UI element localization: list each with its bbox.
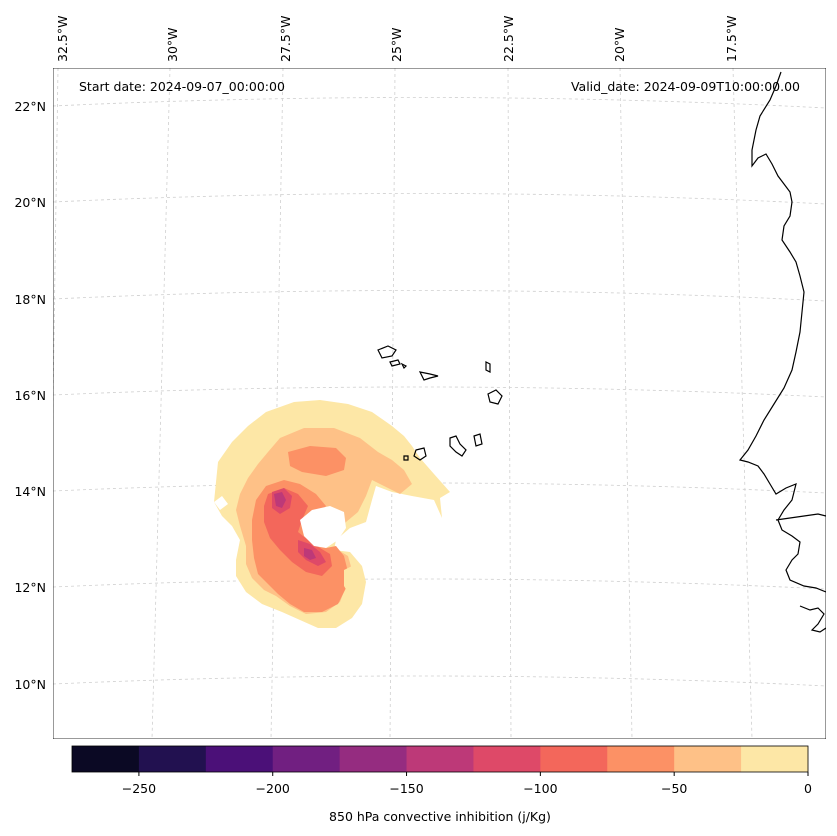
contour-125-to-150 [274, 492, 316, 560]
cape-verde-sal [485, 361, 491, 373]
contour-100-to-125 [272, 488, 326, 566]
colorbar-swatch [540, 746, 608, 772]
gridlines [53, 68, 826, 739]
cape-verde-maio [473, 433, 483, 447]
contour-notch [214, 496, 228, 510]
colorbar-swatch [674, 746, 742, 772]
cin-contours [214, 400, 450, 628]
cape-verde-sao-nicolau [418, 371, 439, 381]
colorbar-tick-label: −200 [256, 781, 290, 796]
lon-line-17-5w [732, 68, 753, 739]
colorbar-tick-label: −250 [122, 781, 156, 796]
colorbar-swatch [339, 746, 408, 772]
cape-verde-sao-vicente [389, 359, 401, 367]
cape-verde-santiago [449, 435, 467, 457]
colorbar-tick-label: −100 [523, 781, 557, 796]
latitude-labels: 22°N 20°N 18°N 16°N 14°N 12°N 10°N [14, 99, 46, 692]
lat-line-18n [53, 290, 826, 302]
map-panel[interactable] [48, 68, 826, 739]
colorbar-swatch [272, 746, 341, 772]
lon-label-30w: 30°W [165, 27, 180, 62]
colorbar-swatches [72, 746, 809, 772]
valid-date-label: Valid_date: 2024-09-09T10:00:00.00 [571, 79, 800, 94]
lon-line-25w [389, 68, 396, 739]
lon-label-17-5w: 17.5°W [724, 16, 739, 62]
gambia-detail [775, 513, 826, 521]
lon-label-27-5w: 27.5°W [278, 16, 293, 62]
colorbar-tick-label: 0 [804, 781, 812, 796]
colorbar-ticks: −250 −200 −150 −100 −50 0 [122, 772, 812, 796]
lon-line-27-5w [270, 68, 284, 739]
guinea-detail [799, 605, 826, 633]
cape-verde-santa-luzia [400, 362, 408, 370]
lat-line-16n [53, 386, 826, 398]
cape-verde-boa-vista [487, 389, 503, 405]
map-background [53, 68, 826, 739]
lat-label-14n: 14°N [14, 484, 46, 499]
lat-label-16n: 16°N [14, 388, 46, 403]
cape-verde-brava [403, 455, 409, 461]
contour-hole [300, 506, 346, 548]
contour-light-pocket [344, 564, 362, 596]
colorbar-swatch [72, 746, 140, 772]
lat-label-20n: 20°N [14, 195, 46, 210]
african-coast [738, 71, 826, 593]
lon-line-22-5w [507, 68, 512, 739]
lat-label-12n: 12°N [14, 580, 46, 595]
lon-line-30w [151, 68, 171, 739]
coastlines [377, 71, 826, 633]
lon-label-32-5w: 32.5°W [55, 16, 70, 62]
lat-label-22n: 22°N [14, 99, 46, 114]
cape-verde-santo-antao [377, 345, 397, 359]
lat-line-22n [53, 97, 826, 109]
lat-label-10n: 10°N [14, 677, 46, 692]
lon-label-20w: 20°W [612, 27, 627, 62]
colorbar-swatch [406, 746, 474, 772]
lat-line-12n [53, 578, 826, 590]
lat-line-20n [53, 193, 826, 205]
cape-verde-fogo [413, 447, 427, 461]
lat-label-18n: 18°N [14, 292, 46, 307]
lat-line-10n [53, 675, 826, 687]
colorbar-swatch [205, 746, 274, 772]
colorbar-tick-label: −50 [661, 781, 687, 796]
colorbar-swatch [138, 746, 207, 772]
lon-label-25w: 25°W [389, 27, 404, 62]
colorbar-swatch [473, 746, 541, 772]
colorbar-swatch [741, 746, 809, 772]
start-date-label: Start date: 2024-09-07_00:00:00 [79, 79, 285, 94]
colorbar-tick-label: −150 [389, 781, 423, 796]
colorbar-swatch [607, 746, 675, 772]
colorbar-frame [71, 745, 809, 773]
longitude-labels: 32.5°W 30°W 27.5°W 25°W 22.5°W 20°W 17.5… [55, 16, 739, 62]
lon-line-20w [619, 68, 633, 739]
colorbar: −250 −200 −150 −100 −50 0 850 hPa convective … [71, 745, 812, 824]
colorbar-title: 850 hPa convective inhibition (j/Kg) [329, 809, 551, 824]
lon-label-22-5w: 22.5°W [501, 16, 516, 62]
